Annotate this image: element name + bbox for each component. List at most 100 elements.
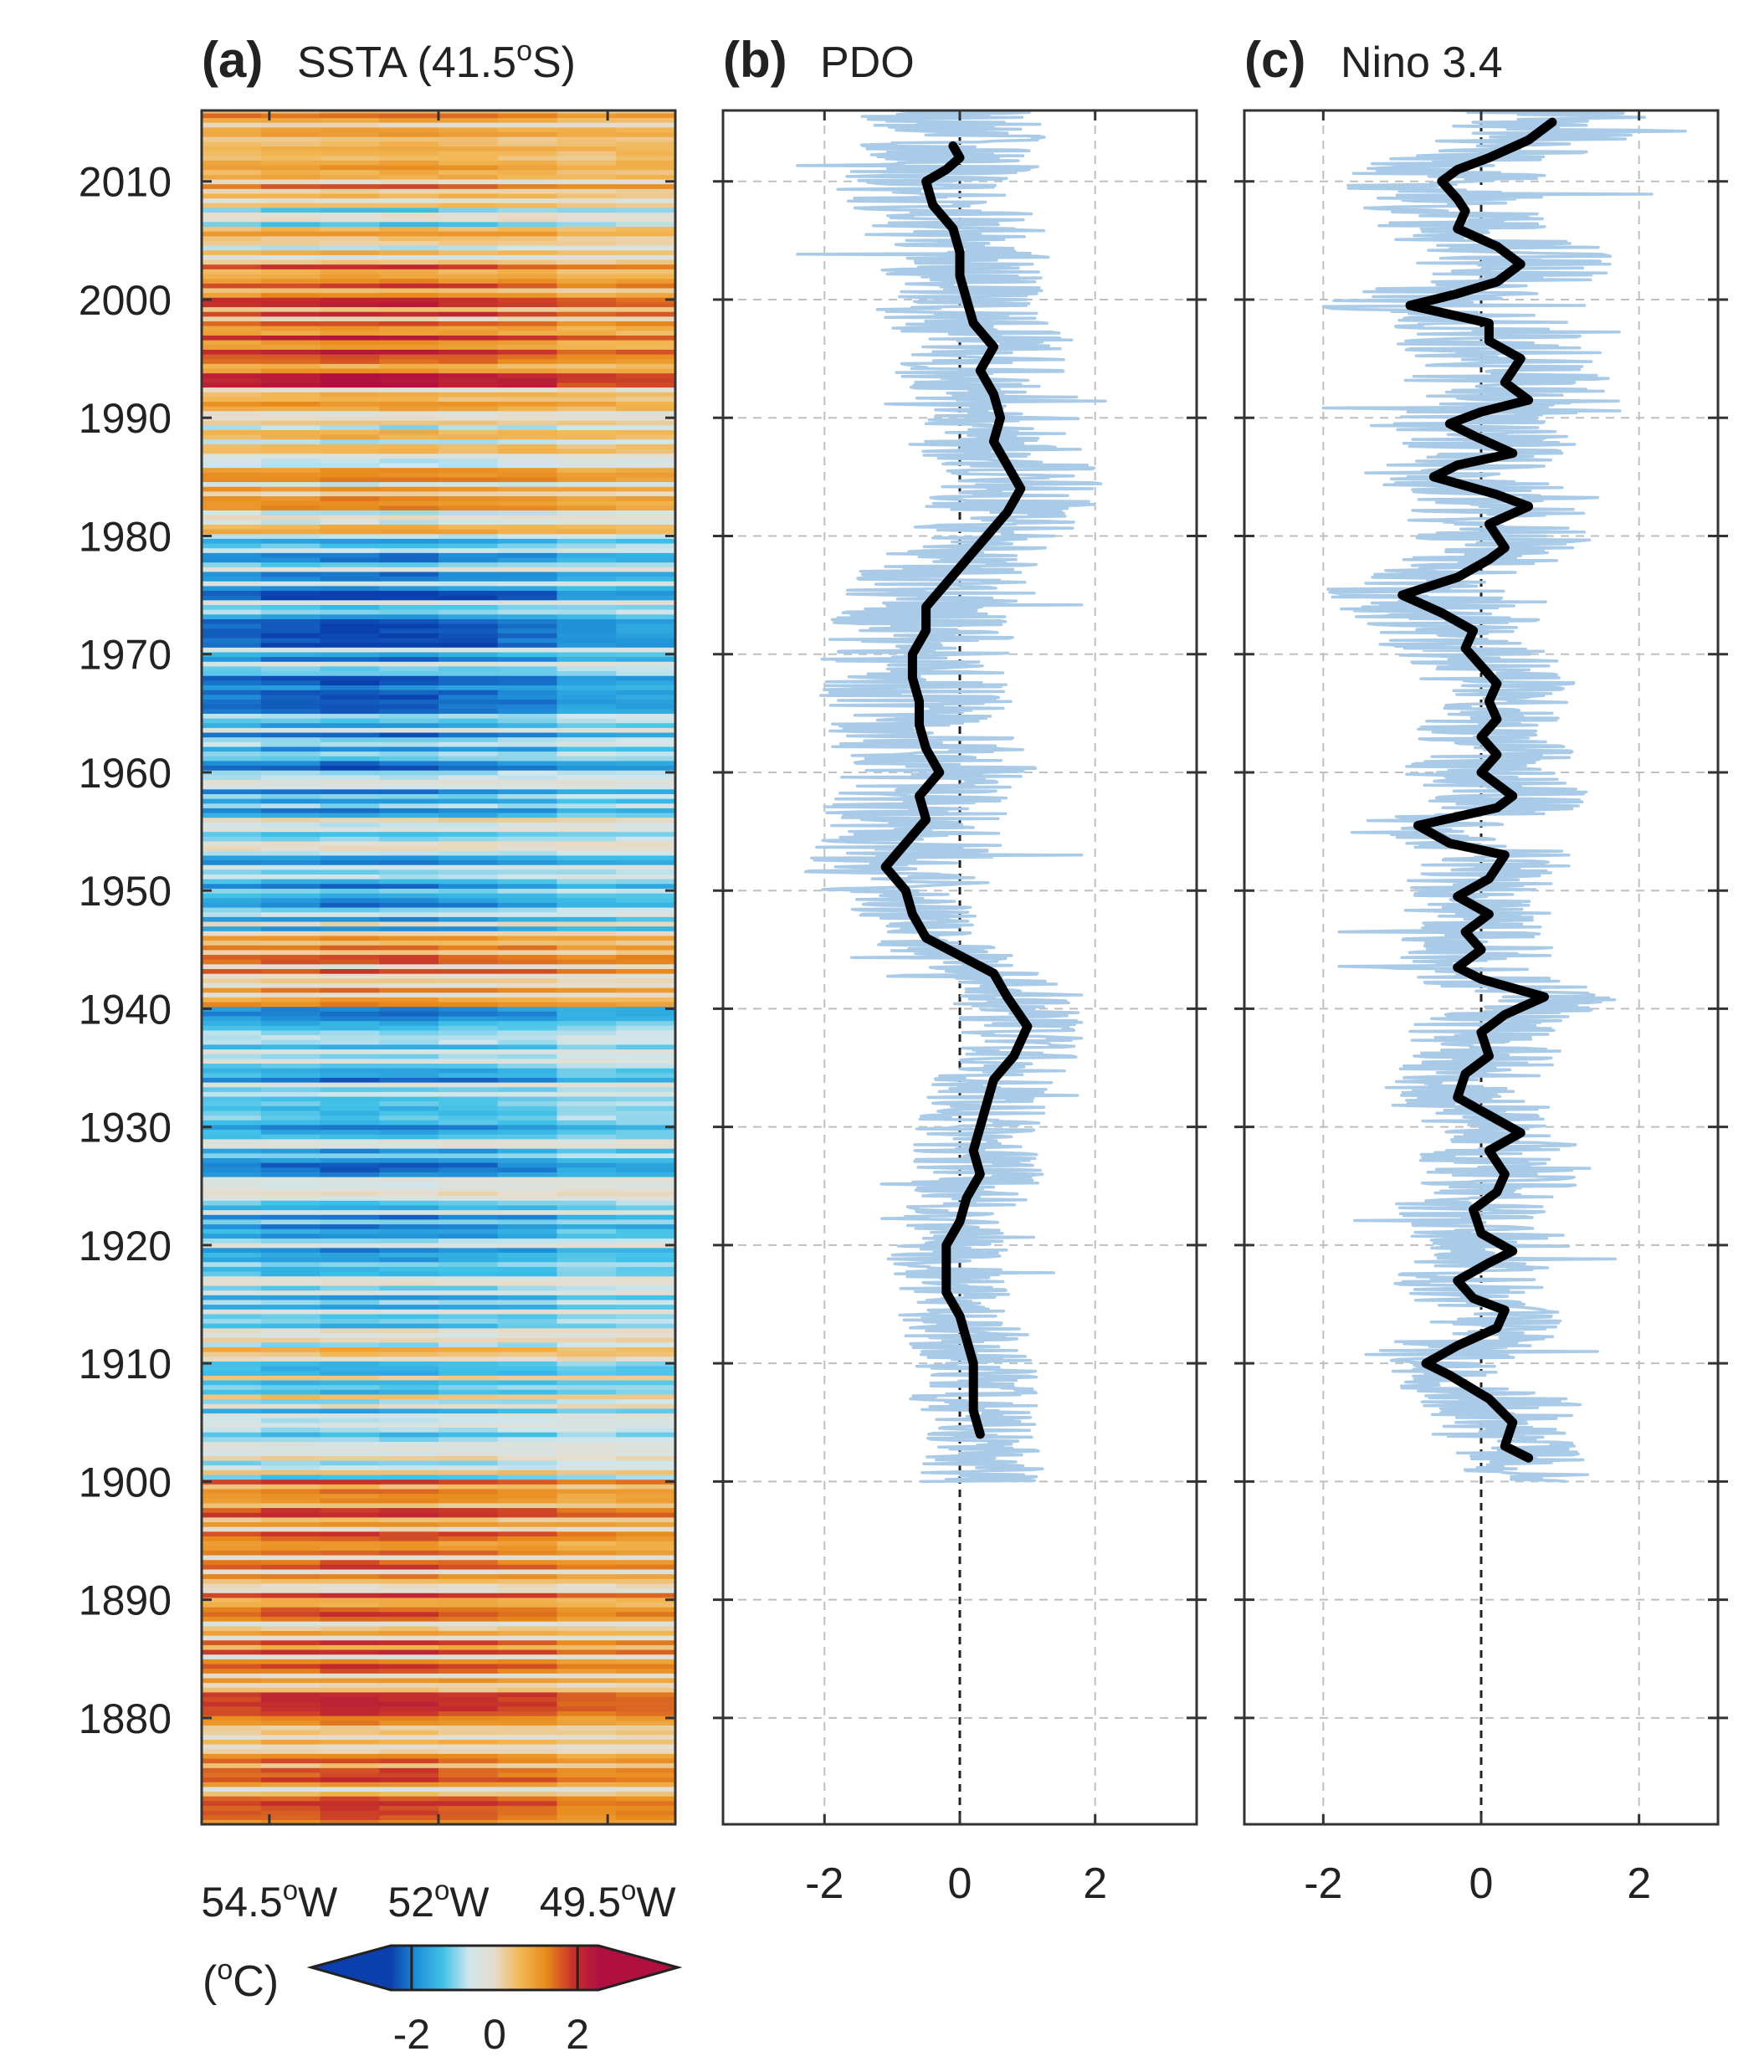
heatmap-row <box>202 1190 675 1197</box>
heatmap-cell <box>438 1644 499 1650</box>
heatmap-cell <box>556 1200 618 1206</box>
heatmap-cell <box>497 1115 558 1121</box>
heatmap-cell <box>379 647 439 653</box>
heatmap-cell <box>616 1029 675 1036</box>
heatmap-cell <box>438 1233 499 1239</box>
heatmap-cell <box>379 675 439 681</box>
heatmap-cell <box>556 1299 618 1305</box>
heatmap-cell <box>438 741 499 747</box>
heatmap-cell <box>438 1006 499 1012</box>
heatmap-cell <box>379 1389 439 1395</box>
heatmap-cell <box>320 1720 381 1726</box>
heatmap-row <box>202 571 675 577</box>
heatmap-cell <box>202 1218 262 1225</box>
heatmap-row <box>202 1351 675 1357</box>
heatmap-cell <box>379 897 439 903</box>
heatmap-cell <box>260 1228 321 1234</box>
heatmap-cell <box>616 1134 675 1140</box>
heatmap-cell <box>497 1086 558 1092</box>
heatmap-cell <box>202 888 262 894</box>
heatmap-cell <box>438 269 499 274</box>
heatmap-cell <box>616 977 675 983</box>
heatmap-cell <box>320 486 381 492</box>
x-tick-label: 52oW <box>387 1875 490 1926</box>
heatmap-cell <box>379 505 439 510</box>
heatmap-cell <box>616 1346 675 1352</box>
heatmap-cell <box>616 1796 675 1802</box>
heatmap-cell <box>556 595 618 601</box>
heatmap-cell <box>260 1777 321 1782</box>
heatmap-cell <box>260 1644 321 1650</box>
heatmap-cell <box>379 1148 439 1154</box>
heatmap-cell <box>616 1020 675 1026</box>
heatmap-cell <box>260 675 321 681</box>
heatmap-cell <box>556 647 618 653</box>
heatmap-cell <box>438 1696 499 1702</box>
heatmap-cell <box>320 1545 381 1551</box>
heatmap-cell <box>497 959 558 965</box>
heatmap-cell <box>202 1172 262 1177</box>
heatmap-cell <box>497 926 558 931</box>
heatmap-cell <box>497 727 558 733</box>
heatmap-cell <box>616 1143 675 1149</box>
heatmap-cell <box>379 1796 439 1802</box>
heatmap-cell <box>202 1270 262 1277</box>
heatmap-cell <box>202 883 262 889</box>
heatmap-cell <box>260 888 321 894</box>
heatmap-cell <box>202 1011 262 1017</box>
heatmap-cell <box>438 235 499 241</box>
heatmap-cell <box>556 1564 618 1570</box>
heatmap-cell <box>379 1152 439 1158</box>
heatmap-cell <box>438 335 499 341</box>
heatmap-cell <box>616 1157 675 1163</box>
heatmap-cell <box>497 542 558 549</box>
heatmap-cell <box>202 212 262 218</box>
heatmap-cell <box>320 392 381 397</box>
heatmap-cell <box>320 1318 381 1324</box>
heatmap-cell <box>320 326 381 331</box>
heatmap-cell <box>616 1705 675 1712</box>
heatmap-cell <box>202 651 262 658</box>
heatmap-cell <box>320 1134 381 1140</box>
heatmap-cell <box>438 1143 499 1149</box>
heatmap-cell <box>202 188 262 194</box>
heatmap-cell <box>260 879 321 885</box>
heatmap-cell <box>438 151 499 156</box>
heatmap-cell <box>320 1148 381 1154</box>
heatmap-cell <box>438 1621 499 1627</box>
heatmap-cell <box>379 1682 439 1688</box>
heatmap-cell <box>556 1063 618 1069</box>
heatmap-cell <box>379 169 439 175</box>
heatmap-cell <box>260 287 321 294</box>
heatmap-cell <box>202 174 262 180</box>
heatmap-cell <box>260 1682 321 1688</box>
heatmap-cell <box>260 1582 321 1589</box>
heatmap-row <box>202 968 675 974</box>
heatmap-cell <box>320 1531 381 1536</box>
heatmap-cell <box>438 869 499 875</box>
heatmap-row <box>202 1143 675 1149</box>
heatmap-cell <box>438 836 499 842</box>
heatmap-cell <box>202 1677 262 1684</box>
heatmap-cell <box>497 406 558 412</box>
heatmap-cell <box>379 968 439 974</box>
heatmap-row <box>202 349 675 355</box>
heatmap-cell <box>320 387 381 392</box>
heatmap-cell <box>260 869 321 875</box>
heatmap-cell <box>438 1200 499 1206</box>
heatmap-cell <box>260 1167 321 1172</box>
heatmap-row <box>202 1228 675 1234</box>
heatmap-cell <box>320 1243 381 1249</box>
heatmap-cell <box>497 774 558 781</box>
heatmap-cell <box>497 784 558 790</box>
heatmap-cell <box>202 902 262 908</box>
heatmap-cell <box>497 1025 558 1031</box>
heatmap-cell <box>556 1616 618 1622</box>
heatmap-cell <box>260 439 321 444</box>
heatmap-cell <box>497 1172 558 1177</box>
heatmap-row <box>202 136 675 142</box>
heatmap-cell <box>379 207 439 213</box>
heatmap-cell <box>616 1587 675 1593</box>
heatmap-cell <box>260 1521 321 1527</box>
heatmap-cell <box>616 1455 675 1461</box>
